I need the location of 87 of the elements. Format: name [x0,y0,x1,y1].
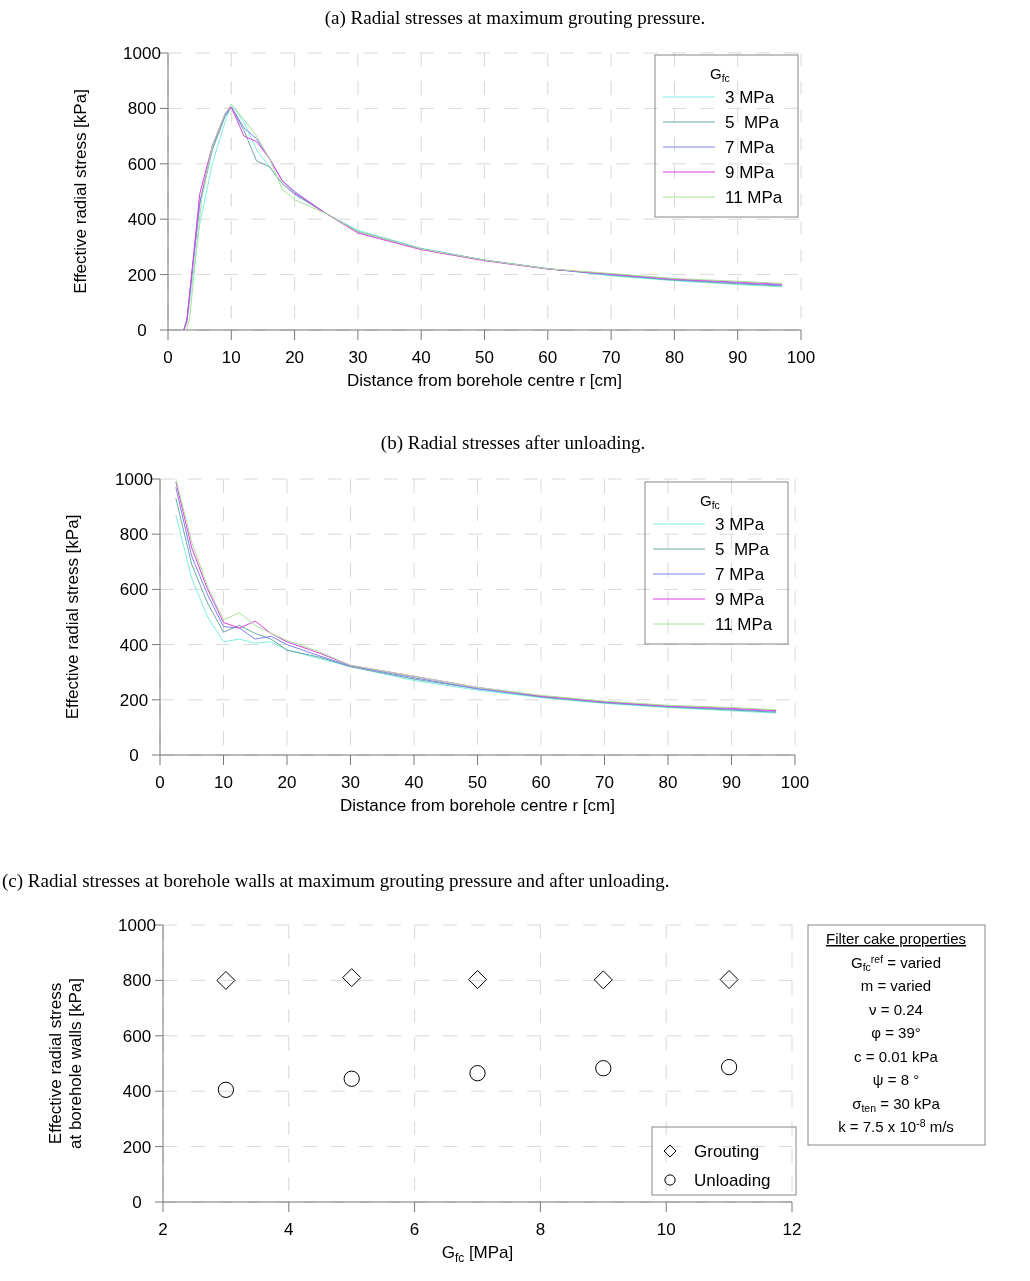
point [342,968,362,988]
y-axis-title: Effective radial stress at borehole walls [kPa] [45,977,85,1150]
y-tick-label: 0 [129,745,139,765]
y-tick-label: 1000 [115,469,153,489]
x-tick-label: 30 [341,773,360,792]
point [216,970,236,990]
legend-label: 11 MPa [725,187,783,207]
y-tick-label: 600 [127,154,157,174]
x-tick-label: 40 [404,773,424,792]
text: Filter cake properties [825,930,967,947]
y-tick-label: 1000 [118,915,156,935]
x-tick-label: 20 [285,348,305,367]
x-tick-label: 70 [601,348,621,367]
chart-title: (b) Radial stresses after unloading. [380,432,646,454]
chart-title: (a) Radial stresses at maximum grouting pressure. [324,7,706,29]
y-axis-title: Effective radial stress [kPa] [62,514,82,720]
x-tick-label: 8 [535,1220,546,1239]
y-tick-label: 400 [127,210,157,230]
x-tick-label: 80 [658,773,678,792]
x-tick-label: 4 [284,1220,294,1239]
x-tick-label: 90 [728,348,748,367]
y-tick-label: 400 [119,635,149,655]
text: φ = 39° [871,1024,921,1041]
x-tick-label: 50 [468,773,487,792]
y-tick-label: 200 [119,690,149,710]
x-axis-title: Distance from borehole centre r [cm] [340,796,615,815]
x-tick-label: 2 [158,1220,168,1239]
legend-label: 7 MPa [715,564,765,584]
y-axis-title: Effective radial stress [kPa] [70,89,90,294]
legend-label: 5 MPa [725,112,780,132]
x-tick-label: 10 [214,773,233,792]
x-tick-label: 10 [221,348,241,367]
x-tick-label: 0 [163,348,173,367]
legend-label: 3 MPa [715,514,765,534]
point [719,970,739,990]
legend-label: 7 MPa [725,137,775,157]
x-tick-label: 100 [786,348,816,367]
x-tick-label: 90 [722,773,741,792]
point [469,1065,486,1082]
legend-label: 9 MPa [725,162,775,182]
x-tick-label: 60 [531,773,551,792]
legend-label: 5 MPa [715,539,770,559]
y-tick-label: 0 [132,1192,142,1212]
text: ν = 0.24 [869,1000,923,1018]
legend-label: Grouting [694,1141,760,1161]
x-tick-label: 40 [411,348,431,367]
y-tick-label: 0 [137,320,147,340]
text: k = 7.5 x 10$^{-8}$ m/s [838,1117,954,1135]
x-tick-label: 12 [782,1220,802,1239]
legend-label: Unloading [694,1170,771,1190]
text: c = 0.01 kPa [854,1047,939,1065]
x-tick-label: 50 [475,348,494,367]
x-tick-label: 100 [780,773,810,792]
x-axis-title: Distance from borehole centre r [cm] [347,371,622,390]
legend-label: 3 MPa [725,87,775,107]
legend-title: G$_{fc}$ [700,492,720,512]
y-tick-label: 800 [122,971,152,991]
legend-title: G$_{fc}$ [710,65,730,85]
y-tick-label: 1000 [123,43,161,63]
y-tick-label: 200 [122,1137,152,1157]
point [217,1081,235,1098]
y-tick-label: 200 [127,265,157,285]
text: ψ = 8 ° [872,1071,920,1088]
chart-title: (c) Radial stresses at borehole walls at maximum grouting pressure and after unloading. [2,870,670,892]
text: σ$_{ten}$ = 30 kPa [852,1094,941,1114]
point [720,1058,738,1076]
legend-label: 11 MPa [715,614,773,634]
legend-label: 9 MPa [715,589,765,609]
y-tick-label: 600 [122,1026,152,1046]
point [593,970,613,990]
y-tick-label: 800 [127,99,157,119]
y-tick-label: 800 [119,525,149,545]
point [468,970,487,990]
x-tick-label: 30 [348,348,368,367]
text: m = varied [860,977,932,994]
y-tick-label: 400 [122,1082,152,1102]
x-tick-label: 10 [656,1220,676,1239]
x-tick-label: 80 [664,348,684,367]
text: G$_{fc}$$^{ref}$ = varied [850,952,942,973]
point [595,1060,612,1077]
x-tick-label: 20 [277,773,297,792]
point [343,1070,360,1087]
x-tick-label: 70 [595,773,614,792]
x-tick-label: 6 [409,1220,420,1239]
y-tick-label: 600 [119,580,149,600]
x-axis-title: G$_{fc}$ [MPa] [441,1243,514,1265]
x-tick-label: 60 [538,348,558,367]
